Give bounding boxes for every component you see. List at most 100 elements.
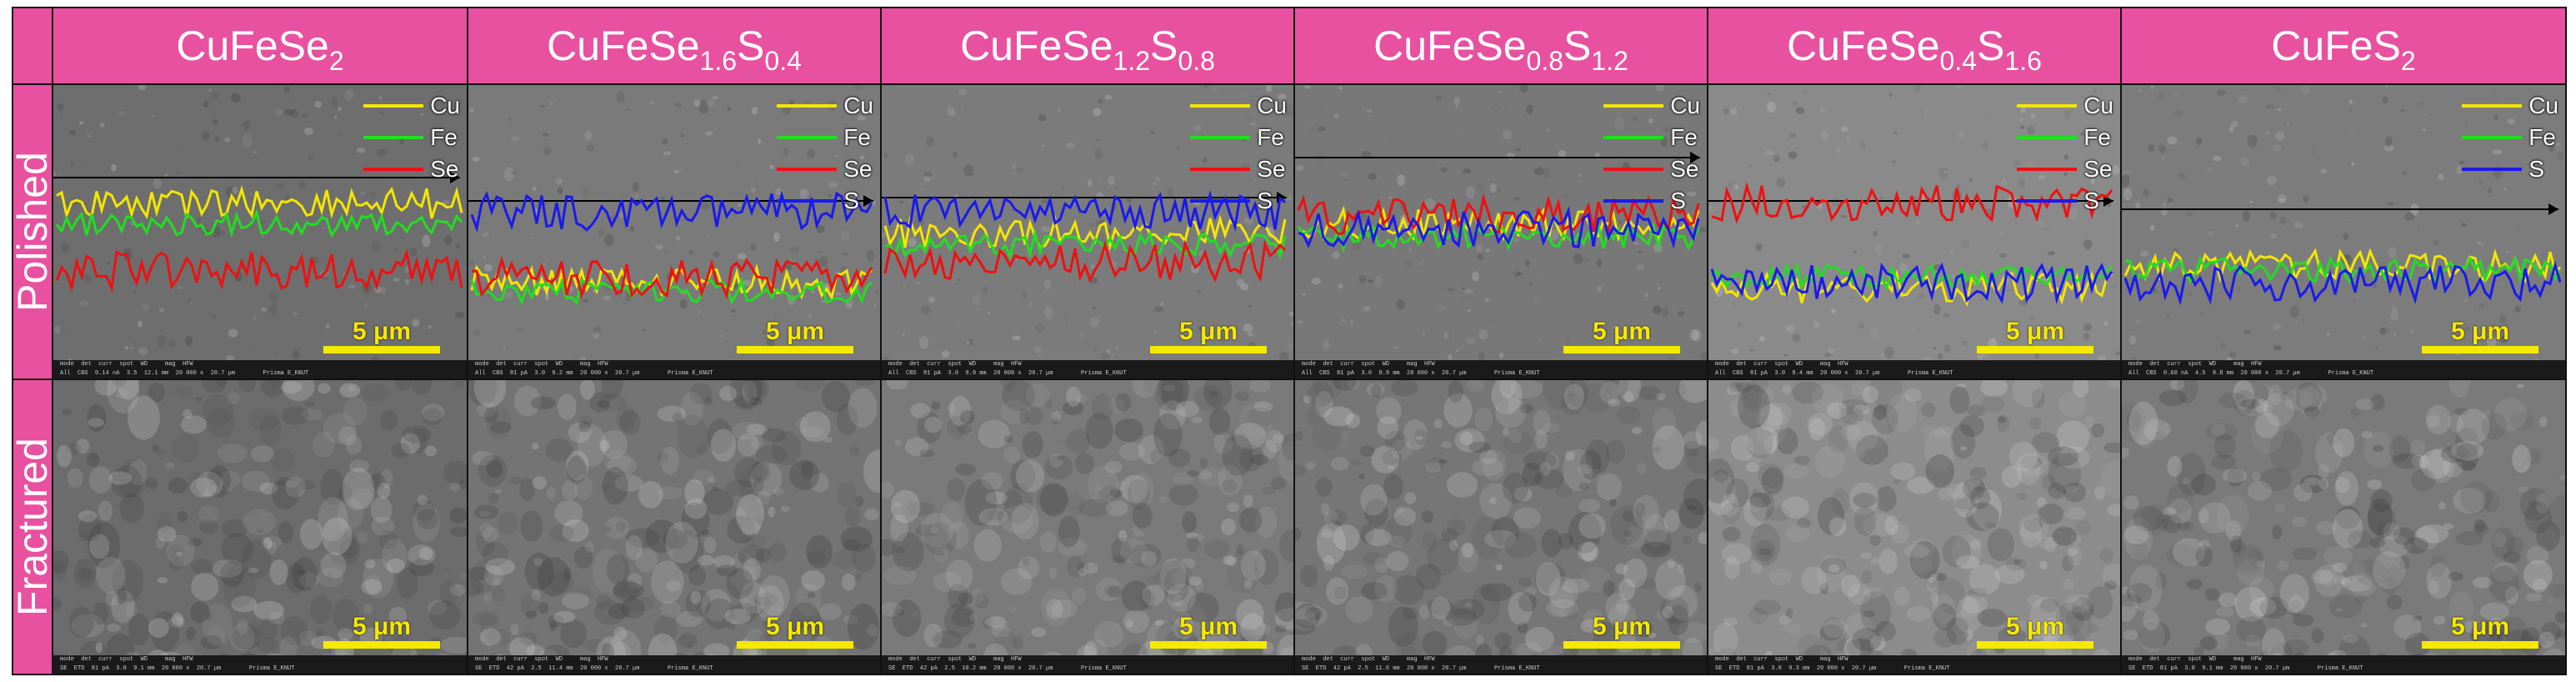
legend-swatch xyxy=(2017,199,2078,203)
legend-item-s: S xyxy=(2462,153,2558,185)
sem-figure-grid: CuFeSe2 CuFeSe1.6S0.4 CuFeSe1.2S0.8 CuFe… xyxy=(9,7,2567,675)
trace-se xyxy=(471,255,873,300)
legend-swatch xyxy=(2462,168,2523,171)
scale-bar: 5 μm xyxy=(1150,319,1267,354)
scale-bar: 5 μm xyxy=(2422,319,2538,354)
formula-text: CuFeSe0.8S1.2 xyxy=(1373,23,1628,76)
scale-bar-line xyxy=(1150,641,1267,649)
scale-bar: 5 μm xyxy=(323,319,440,354)
legend-label: Se xyxy=(2083,156,2113,182)
scale-bar-line xyxy=(2422,641,2538,649)
sem-image-polished-5: Cu Fe S 5 μm mode det curr spot WD mag HFW A… xyxy=(2122,85,2565,379)
legend-label: Fe xyxy=(2528,124,2556,150)
linescan-arrow xyxy=(1295,152,1700,163)
scale-bar-line xyxy=(1977,346,2093,354)
legend-label: Se xyxy=(430,156,459,182)
scale-bar: 5 μm xyxy=(1977,319,2093,354)
trace-s xyxy=(2123,260,2562,306)
trace-cu xyxy=(56,185,463,220)
scale-bar-line xyxy=(323,346,440,354)
sem-image-fractured-5: 5 μm mode det curr spot WD mag HFW SE ETD… xyxy=(2122,380,2565,674)
legend-swatch xyxy=(363,104,424,108)
linescan-arrow xyxy=(2122,203,2558,215)
legend-item-fe: Fe xyxy=(363,122,460,153)
trace-se xyxy=(55,248,463,293)
scale-bar: 5 μm xyxy=(1563,319,1680,354)
scale-bar-line xyxy=(1150,346,1267,354)
trace-s xyxy=(883,189,1286,232)
sem-info-bar: mode det curr spot WD mag HFW SE ETD 81 … xyxy=(2122,655,2565,674)
legend-swatch xyxy=(1190,104,1251,108)
trace-fe xyxy=(55,208,463,238)
eds-linescan-traces xyxy=(2123,248,2562,306)
legend-label: Cu xyxy=(2528,93,2558,118)
sem-texture xyxy=(882,380,1293,674)
element-legend: Cu Fe S xyxy=(2462,90,2558,185)
sem-image-polished-2: Cu Fe Se S 5 μm mode det curr spot WD mag HFW… xyxy=(882,85,1293,379)
legend-item-s: S xyxy=(1603,185,1700,217)
legend-label: S xyxy=(2083,188,2099,213)
sem-texture xyxy=(2122,85,2565,379)
sem-texture xyxy=(1708,380,2120,674)
trace-cu xyxy=(883,214,1287,252)
scale-bar-label: 5 μm xyxy=(1178,613,1238,640)
header-cuFeSe1.2S0.8: CuFeSe1.2S0.8 xyxy=(882,8,1293,83)
scale-bar: 5 μm xyxy=(737,614,853,649)
sem-info-bar: mode det curr spot WD mag HFW All CBS 0.… xyxy=(53,360,467,379)
sem-info-bar: mode det curr spot WD mag HFW All CBS 81… xyxy=(1295,360,1707,379)
sem-image-fractured-4: 5 μm mode det curr spot WD mag HFW SE ETD… xyxy=(1708,380,2120,674)
legend-label: Cu xyxy=(843,93,873,118)
legend-item-fe: Fe xyxy=(777,122,873,153)
legend-item-cu: Cu xyxy=(2017,90,2113,122)
legend-item-cu: Cu xyxy=(1603,90,1700,122)
legend-item-se: Se xyxy=(363,153,460,185)
trace-fe xyxy=(470,276,873,307)
legend-swatch xyxy=(1603,136,1664,139)
trace-fe xyxy=(1710,261,2113,292)
scale-bar-label: 5 μm xyxy=(1592,318,1652,345)
scale-bar-label: 5 μm xyxy=(2005,613,2065,640)
legend-item-se: Se xyxy=(1603,153,1700,185)
sem-texture xyxy=(468,85,880,379)
legend-label: S xyxy=(843,188,859,213)
legend-swatch xyxy=(2017,136,2078,139)
legend-item-cu: Cu xyxy=(1190,90,1287,122)
sem-texture xyxy=(468,380,880,674)
eds-linescan-traces xyxy=(883,189,1287,283)
sem-info-bar: mode det curr spot WD mag HFW All CBS 81… xyxy=(1708,360,2120,379)
sem-info-bar: mode det curr spot WD mag HFW SE ETD 81 … xyxy=(1708,655,2120,674)
scale-bar-line xyxy=(1563,641,1680,649)
header-cuFeSe0.8S1.2: CuFeSe0.8S1.2 xyxy=(1295,8,1707,83)
legend-item-fe: Fe xyxy=(1603,122,1700,153)
sem-info-bar: mode det curr spot WD mag HFW SE ETD 81 … xyxy=(53,655,467,674)
scale-bar-line xyxy=(737,641,853,649)
trace-cu xyxy=(1710,269,2113,307)
scale-bar: 5 μm xyxy=(737,319,853,354)
legend-label: Se xyxy=(1257,156,1286,182)
sem-image-fractured-3: 5 μm mode det curr spot WD mag HFW SE ETD… xyxy=(1295,380,1707,674)
row-label-fractured: Fractured xyxy=(9,380,56,674)
legend-label: Fe xyxy=(843,124,871,150)
sem-info-bar: mode det curr spot WD mag HFW SE ETD 42 … xyxy=(468,655,880,674)
legend-item-se: Se xyxy=(1190,153,1287,185)
header-cuFeSe2: CuFeSe2 xyxy=(53,8,467,83)
formula-text: CuFeSe0.4S1.6 xyxy=(1787,23,2042,76)
trace-fe xyxy=(884,228,1287,260)
sem-image-fractured-0: 5 μm mode det curr spot WD mag HFW SE ETD… xyxy=(53,380,467,674)
scale-bar-line xyxy=(1977,641,2093,649)
scale-bar-line xyxy=(737,346,853,354)
legend-swatch xyxy=(1603,199,1664,203)
scale-bar: 5 μm xyxy=(1977,614,2093,649)
legend-label: Fe xyxy=(430,124,458,150)
trace-s xyxy=(1710,262,2113,304)
row-label-polished: Polished xyxy=(9,85,56,379)
scale-bar-line xyxy=(2422,346,2538,354)
trace-fe xyxy=(2124,255,2562,284)
trace-s xyxy=(470,190,873,233)
scale-bar-label: 5 μm xyxy=(1592,613,1652,640)
sem-info-bar: mode det curr spot WD mag HFW SE ETD 42 … xyxy=(1295,655,1707,674)
legend-swatch xyxy=(363,136,424,139)
trace-cu xyxy=(2123,248,2561,283)
formula-text: CuFeS2 xyxy=(2271,23,2416,76)
formula-text: CuFeSe1.6S0.4 xyxy=(547,23,802,76)
